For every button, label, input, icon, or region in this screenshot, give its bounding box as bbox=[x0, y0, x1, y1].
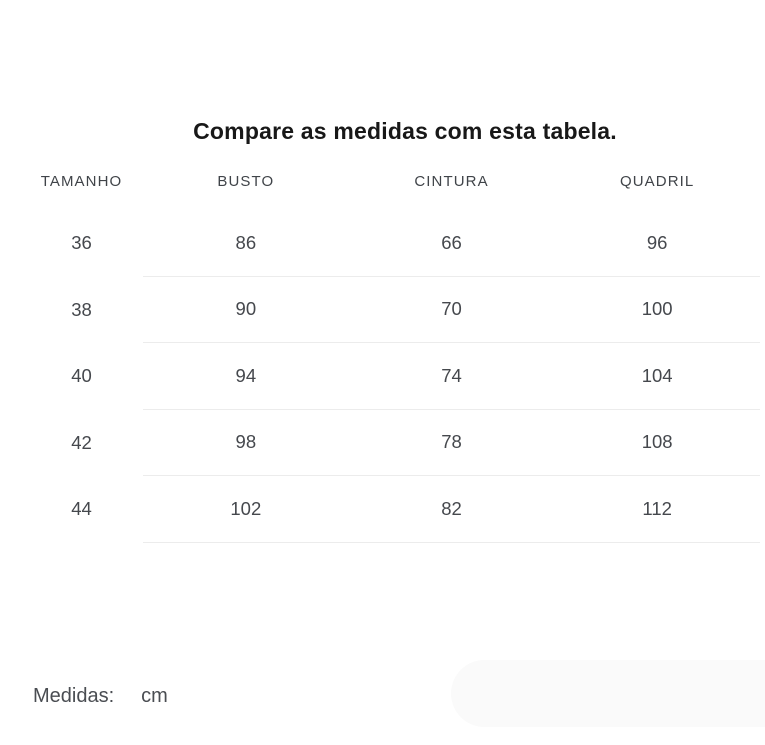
table-row: 40 94 74 104 bbox=[20, 343, 760, 410]
size-cell: 44 bbox=[71, 498, 92, 520]
busto-cell: 94 bbox=[235, 364, 257, 386]
cintura-cell: 74 bbox=[441, 364, 462, 386]
table-row: 42 98 78 108 bbox=[20, 410, 760, 476]
measure-cells: 94 74 104 bbox=[143, 343, 760, 410]
table-row: 38 90 70 100 bbox=[20, 277, 760, 343]
quadril-cell: 96 bbox=[646, 231, 668, 253]
table-header-row: TAMANHO BUSTO CINTURA QUADRIL bbox=[20, 152, 760, 210]
size-cell: 42 bbox=[71, 431, 92, 453]
size-table: TAMANHO BUSTO CINTURA QUADRIL 36 86 66 9… bbox=[20, 152, 760, 543]
cintura-cell: 70 bbox=[441, 298, 462, 320]
header-measure-columns: BUSTO CINTURA QUADRIL bbox=[143, 152, 760, 210]
quadril-cell: 112 bbox=[642, 497, 672, 519]
quadril-cell: 100 bbox=[641, 298, 673, 320]
size-cell: 36 bbox=[71, 232, 92, 254]
size-cell: 38 bbox=[71, 298, 92, 320]
quadril-cell: 108 bbox=[641, 431, 673, 453]
column-header-quadril: QUADRIL bbox=[619, 172, 695, 190]
busto-cell: 86 bbox=[235, 231, 257, 253]
cintura-cell: 66 bbox=[441, 231, 462, 253]
cintura-cell: 82 bbox=[441, 497, 462, 519]
column-header-cintura: CINTURA bbox=[414, 172, 489, 190]
column-header-busto: BUSTO bbox=[217, 172, 275, 190]
busto-cell: 102 bbox=[230, 497, 262, 519]
size-cell: 40 bbox=[71, 365, 92, 387]
measure-cells: 86 66 96 bbox=[143, 210, 760, 277]
table-row: 44 102 82 112 bbox=[20, 476, 760, 543]
measure-cells: 90 70 100 bbox=[143, 277, 760, 343]
quadril-cell: 104 bbox=[641, 364, 673, 386]
busto-cell: 90 bbox=[235, 298, 257, 320]
measure-cells: 102 82 112 bbox=[143, 476, 760, 543]
measure-cells: 98 78 108 bbox=[143, 410, 760, 476]
table-row: 36 86 66 96 bbox=[20, 210, 760, 277]
footer-pill-background bbox=[451, 660, 765, 727]
column-header-tamanho: TAMANHO bbox=[40, 172, 123, 190]
busto-cell: 98 bbox=[235, 431, 257, 453]
page-title: Compare as medidas com esta tabela. bbox=[193, 118, 617, 144]
footer-label: Medidas: bbox=[33, 685, 115, 707]
cintura-cell: 78 bbox=[441, 431, 462, 453]
measure-unit-footer: Medidas: cm bbox=[33, 685, 168, 708]
footer-unit: cm bbox=[141, 685, 168, 707]
